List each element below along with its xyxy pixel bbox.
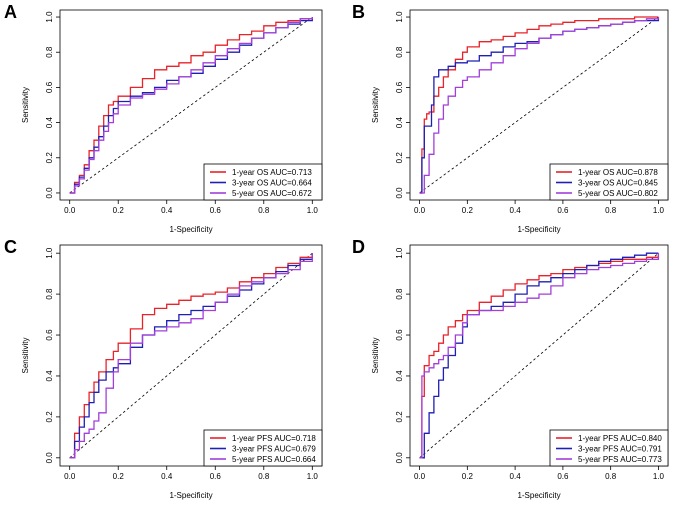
roc-curve-one-year [69, 17, 313, 194]
plot-frame [409, 244, 669, 467]
x-tick-label: 0.2 [462, 472, 474, 481]
x-tick-label: 1.0 [653, 206, 665, 215]
legend-entry: 5-year OS AUC=0.672 [232, 189, 312, 198]
x-axis-title: 1-Specificity [517, 491, 560, 500]
legend-entry: 5-year PFS AUC=0.773 [578, 455, 662, 464]
x-tick-label: 1.0 [307, 472, 319, 481]
x-tick-label: 1.0 [653, 472, 665, 481]
x-tick-label: 0.4 [161, 472, 173, 481]
roc-curve-five-year [419, 253, 660, 459]
y-tick-label: 0.8 [45, 288, 54, 300]
y-tick-label: 0.8 [395, 46, 404, 58]
reference-diagonal [419, 16, 659, 194]
legend: 1-year OS AUC=0.878 3-year OS AUC=0.8455-… [549, 163, 669, 201]
y-axis-title: Sensitivity [371, 337, 380, 373]
y-tick-label: 0.6 [395, 81, 404, 93]
y-tick-label: 0.8 [45, 46, 54, 58]
x-tick-label: 0.4 [510, 472, 522, 481]
x-tick-label: 0.2 [113, 206, 125, 215]
y-axis-title: Sensitivity [21, 337, 30, 373]
legend-entry: 5-year OS AUC=0.802 [578, 189, 658, 198]
legend-entry: 3-year PFS AUC=0.791 [578, 445, 662, 454]
y-tick-label: 0.4 [395, 370, 404, 382]
x-tick-label: 0.6 [557, 206, 569, 215]
roc-curve-five-year [419, 17, 660, 194]
roc-curve-three-year [69, 253, 313, 459]
legend-entry: 1-year OS AUC=0.713 [232, 168, 312, 177]
legend-entry: 1-year OS AUC=0.878 [578, 168, 658, 177]
x-tick-label: 0.0 [414, 472, 426, 481]
x-tick-label: 0.4 [510, 206, 522, 215]
panel-label: A [4, 2, 17, 22]
x-axis-title: 1-Specificity [517, 225, 560, 234]
x-tick-label: 0.0 [64, 472, 76, 481]
x-tick-label: 0.6 [557, 472, 569, 481]
y-tick-label: 0.0 [45, 187, 54, 199]
x-tick-label: 0.4 [161, 206, 173, 215]
x-tick-label: 0.8 [258, 206, 270, 215]
x-tick-label: 0.8 [605, 206, 617, 215]
legend-entry: 1-year PFS AUC=0.840 [578, 434, 662, 443]
y-tick-label: 1.0 [395, 11, 404, 23]
x-tick-label: 0.2 [113, 472, 125, 481]
y-tick-label: 0.0 [45, 452, 54, 464]
x-tick-label: 0.8 [605, 472, 617, 481]
plot-frame [59, 244, 323, 467]
roc-curve-one-year [419, 253, 660, 459]
x-tick-label: 0.6 [210, 206, 222, 215]
y-axis-title: Sensitivity [21, 87, 30, 123]
y-tick-label: 0.2 [45, 152, 54, 164]
roc-curve-five-year [69, 17, 313, 194]
legend-entry: 3-year OS AUC=0.664 [232, 179, 312, 188]
legend: 1-year PFS AUC=0.840 3-year PFS AUC=0.791… [549, 429, 669, 467]
legend-entry: 3-year PFS AUC=0.679 [232, 445, 316, 454]
plot-frame [59, 9, 323, 201]
x-axis-title: 1-Specificity [169, 225, 212, 234]
y-tick-label: 1.0 [395, 247, 404, 259]
y-tick-label: 0.2 [45, 411, 54, 423]
y-tick-label: 0.2 [395, 152, 404, 164]
y-tick-label: 0.6 [395, 329, 404, 341]
y-tick-label: 0.0 [395, 187, 404, 199]
y-tick-label: 0.0 [395, 452, 404, 464]
y-tick-label: 0.8 [395, 288, 404, 300]
x-axis-title: 1-Specificity [169, 491, 212, 500]
roc-panel-D: D 0.0 0.2 0.4 0.6 0.8 1.0 0.0 0.2 0.4 0.6 0.8 1.0 1-S… [352, 237, 669, 500]
y-tick-label: 0.2 [395, 411, 404, 423]
plot-frame [409, 9, 669, 201]
x-tick-label: 0.0 [414, 206, 426, 215]
legend: 1-year OS AUC=0.713 3-year OS AUC=0.6645-… [203, 163, 323, 201]
reference-diagonal [419, 252, 659, 459]
x-tick-label: 0.8 [258, 472, 270, 481]
y-tick-label: 0.4 [45, 116, 54, 128]
roc-panel-C: C 0.0 0.2 0.4 0.6 0.8 1.0 0.0 0.2 0.4 0.6 0.8 1.0 1-S… [4, 237, 323, 500]
reference-diagonal [69, 252, 313, 459]
roc-curve-one-year [69, 253, 313, 459]
legend-entry: 5-year PFS AUC=0.664 [232, 455, 316, 464]
panel-label: C [4, 237, 17, 257]
roc-panel-A: A 0.0 0.2 0.4 0.6 0.8 1.0 0.0 0.2 0.4 0.6 0.8 1.0 1-S… [4, 2, 323, 234]
y-tick-label: 0.6 [45, 81, 54, 93]
x-tick-label: 1.0 [307, 206, 319, 215]
y-tick-label: 1.0 [45, 11, 54, 23]
y-tick-label: 0.6 [45, 329, 54, 341]
y-axis-title: Sensitivity [371, 87, 380, 123]
legend-entry: 1-year PFS AUC=0.718 [232, 434, 316, 443]
y-tick-label: 1.0 [45, 247, 54, 259]
y-tick-label: 0.4 [395, 116, 404, 128]
panel-label: B [352, 2, 365, 22]
x-tick-label: 0.2 [462, 206, 474, 215]
roc-curve-one-year [419, 16, 659, 194]
roc-curve-three-year [419, 252, 659, 459]
roc-panel-B: B 0.0 0.2 0.4 0.6 0.8 1.0 0.0 0.2 0.4 0.6 0.8 1.0 1-S… [352, 2, 669, 234]
legend-entry: 3-year OS AUC=0.845 [578, 179, 658, 188]
x-tick-label: 0.6 [210, 472, 222, 481]
legend: 1-year PFS AUC=0.718 3-year PFS AUC=0.679… [203, 429, 323, 467]
y-tick-label: 0.4 [45, 370, 54, 382]
roc-curve-five-year [69, 253, 313, 459]
panel-label: D [352, 237, 365, 257]
x-tick-label: 0.0 [64, 206, 76, 215]
